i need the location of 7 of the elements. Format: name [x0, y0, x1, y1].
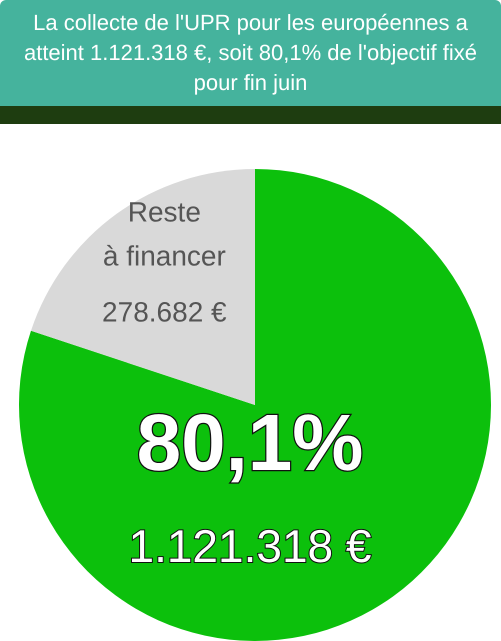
data-label: 1.121.318 €: [128, 520, 372, 572]
pie-slice: [19, 169, 491, 641]
data-label: 278.682 €: [102, 296, 228, 328]
pie-slice: [30, 169, 255, 405]
chart-title: La collecte de l'UPR pour les européennes a atteint 1.121.318 €, soit 80,1% de l'objectif fixé pour fin juin: [0, 0, 501, 106]
slice-label: Reste à financer: [102, 196, 226, 272]
text: 80,1%: [136, 398, 364, 487]
